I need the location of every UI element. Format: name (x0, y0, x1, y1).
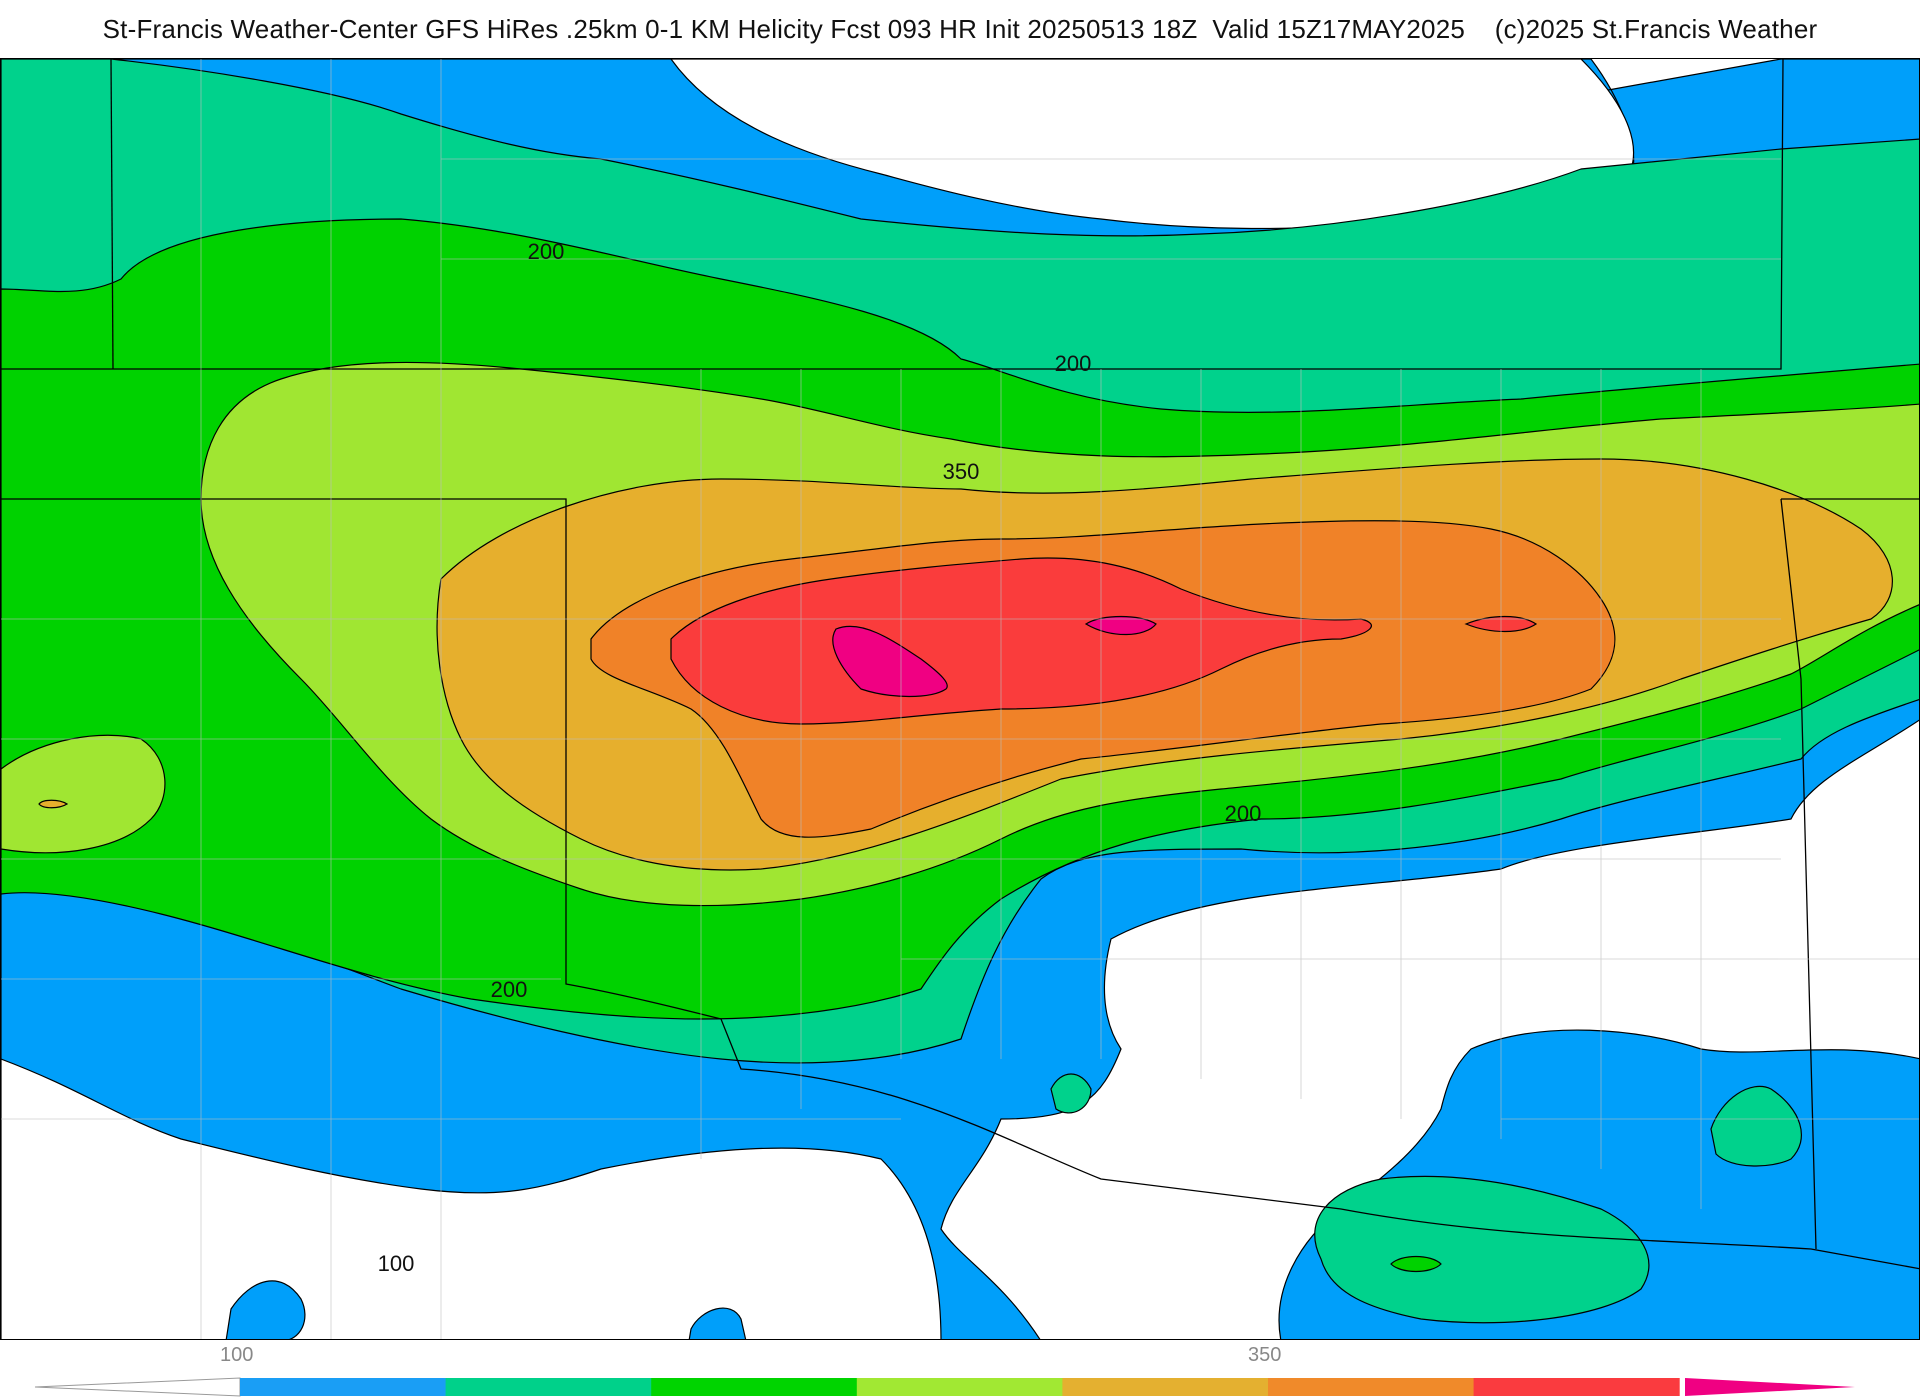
helicity-patch-green-se (1390, 1255, 1442, 1273)
helicity-core-magenta-2 (1084, 615, 1157, 636)
colorbar-left-arrow (34, 1377, 241, 1397)
colorbar-block-1 (445, 1378, 652, 1396)
helicity-map: 200 200 350 200 200 100 (0, 58, 1920, 1340)
map-title: St-Francis Weather-Center GFS HiRes .25k… (102, 14, 1818, 44)
helicity-band-red (670, 557, 1372, 725)
helicity-patch-blue-sw1 (225, 1280, 306, 1339)
colorbar-block-5 (1268, 1378, 1475, 1396)
colorbar-block-0 (240, 1378, 447, 1396)
color-scale: 100 350 (0, 1340, 1920, 1400)
colorbar-blocks (240, 1378, 1680, 1396)
contour-label-200-north: 200 (528, 239, 565, 264)
colorbar-block-6 (1473, 1378, 1680, 1396)
helicity-core-magenta-1 (832, 625, 948, 698)
contour-label-200-central: 200 (1055, 351, 1092, 376)
helicity-patch-gold-west (38, 799, 69, 809)
colorbar-right-arrow (1685, 1378, 1855, 1396)
helicity-patch-teal-se (1314, 1175, 1650, 1324)
helicity-patch-blue-sw2 (688, 1307, 747, 1339)
contour-label-350: 350 (943, 459, 980, 484)
colorbar-tick-350: 350 (1248, 1344, 1282, 1366)
state-boundaries (1, 59, 1919, 1270)
helicity-band-none-southwest (1, 1058, 942, 1339)
colorbar-tick-100: 100 (220, 1344, 254, 1366)
helicity-patch-teal-mid (1050, 1073, 1092, 1114)
contour-label-200-south: 200 (491, 977, 528, 1002)
helicity-patch-lime-west (1, 734, 166, 854)
colorbar-block-4 (1062, 1378, 1269, 1396)
helicity-patch-teal-east (1710, 1085, 1802, 1167)
colorbar-block-3 (856, 1378, 1063, 1396)
contour-label-200-east: 200 (1225, 801, 1262, 826)
contour-label-100: 100 (378, 1251, 415, 1276)
colorbar-block-2 (651, 1378, 858, 1396)
county-lines (1, 59, 1919, 1339)
